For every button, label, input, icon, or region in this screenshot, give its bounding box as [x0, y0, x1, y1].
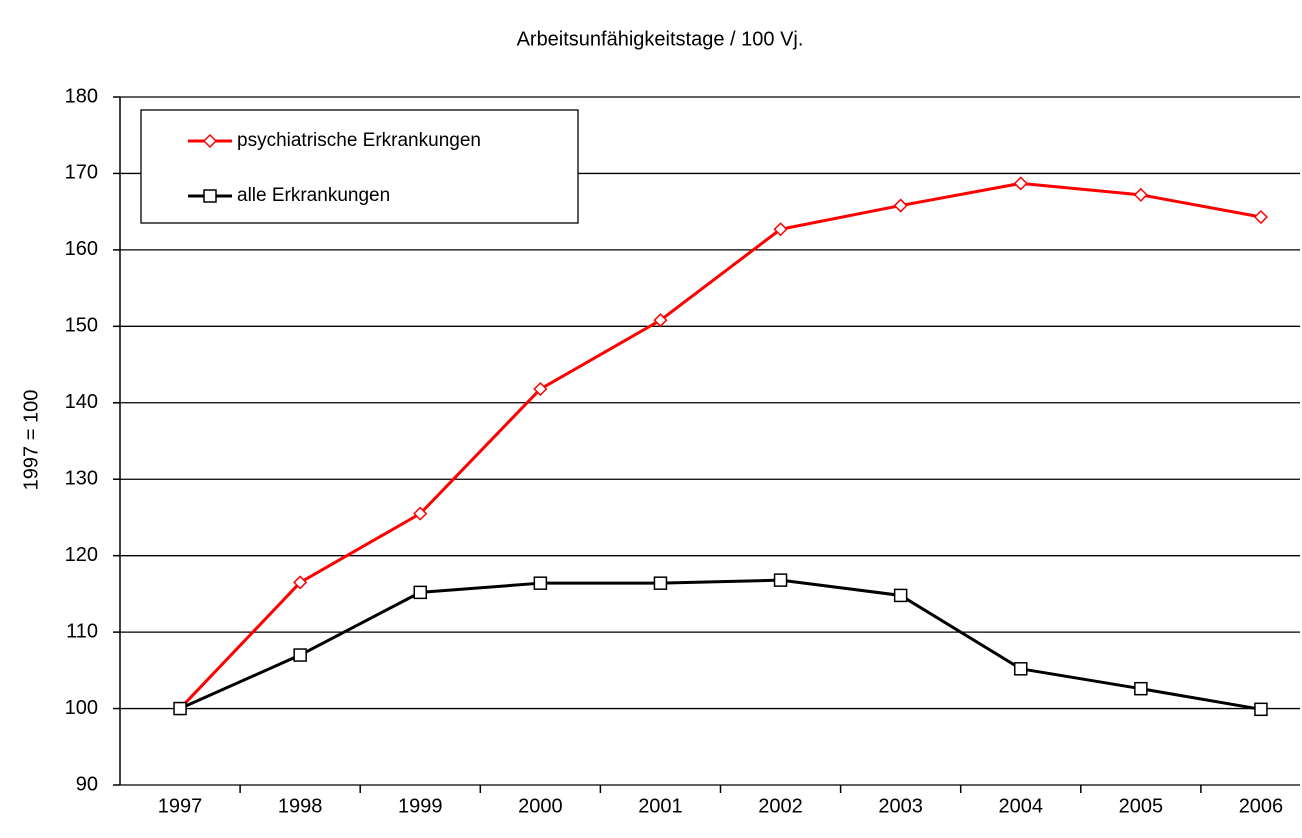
x-tick-label: 2005: [1119, 795, 1164, 817]
x-tick-label: 1997: [158, 795, 203, 817]
y-axis-label: 1997 = 100: [20, 390, 42, 491]
y-tick-label: 160: [65, 238, 98, 260]
point: [173, 701, 187, 716]
x-tick-label: 2001: [638, 795, 683, 817]
point: [203, 189, 217, 203]
x-tick-label: 2003: [878, 795, 923, 817]
y-tick-label: 120: [65, 544, 98, 566]
point: [293, 575, 308, 590]
y-tick-label: 150: [65, 315, 98, 337]
point: [1014, 662, 1028, 676]
point: [202, 133, 218, 149]
point: [533, 381, 548, 397]
point: [1134, 681, 1148, 696]
x-tick-label: 2000: [518, 795, 563, 817]
point: [893, 588, 908, 603]
point: [653, 576, 668, 590]
x-tick-label: 1998: [278, 795, 323, 817]
legend-label: alle Erkrankungen: [237, 185, 390, 206]
point: [773, 573, 788, 587]
point: [1013, 176, 1028, 191]
point: [1254, 702, 1268, 717]
point: [293, 648, 307, 662]
y-tick-label: 180: [65, 85, 98, 107]
y-tick-label: 130: [65, 468, 98, 490]
series-line: [178, 181, 1262, 710]
y-tick-label: 170: [65, 162, 98, 184]
x-tick-label: 2002: [758, 795, 803, 817]
legend: psychiatrische Erkrankungen alle Erkranku…: [140, 109, 579, 224]
y-tick-label: 110: [66, 620, 98, 642]
legend-label: psychiatrische Erkrankungen: [237, 130, 481, 151]
point: [773, 222, 788, 237]
point: [413, 585, 427, 600]
y-tick-label: 140: [65, 391, 98, 413]
x-tick-label: 2006: [1239, 795, 1284, 817]
y-tick-label: 100: [65, 697, 98, 719]
point: [533, 576, 548, 590]
x-tick-label: 2004: [999, 795, 1044, 817]
series-line: [179, 578, 1262, 711]
y-tick-label: 90: [76, 773, 98, 795]
point: [653, 313, 668, 328]
legend-box: [140, 109, 579, 224]
chart-title: Arbeitsunfähigkeitstage / 100 Vj.: [517, 28, 804, 50]
point: [413, 506, 428, 521]
x-tick-label: 1999: [398, 795, 443, 817]
point: [893, 198, 908, 213]
point: [1133, 187, 1148, 202]
point: [1253, 209, 1269, 225]
